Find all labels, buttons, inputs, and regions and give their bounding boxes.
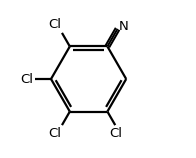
Text: Cl: Cl [48,18,61,31]
Text: Cl: Cl [20,73,34,85]
Text: N: N [119,20,129,33]
Text: Cl: Cl [110,127,123,140]
Text: Cl: Cl [48,127,61,140]
